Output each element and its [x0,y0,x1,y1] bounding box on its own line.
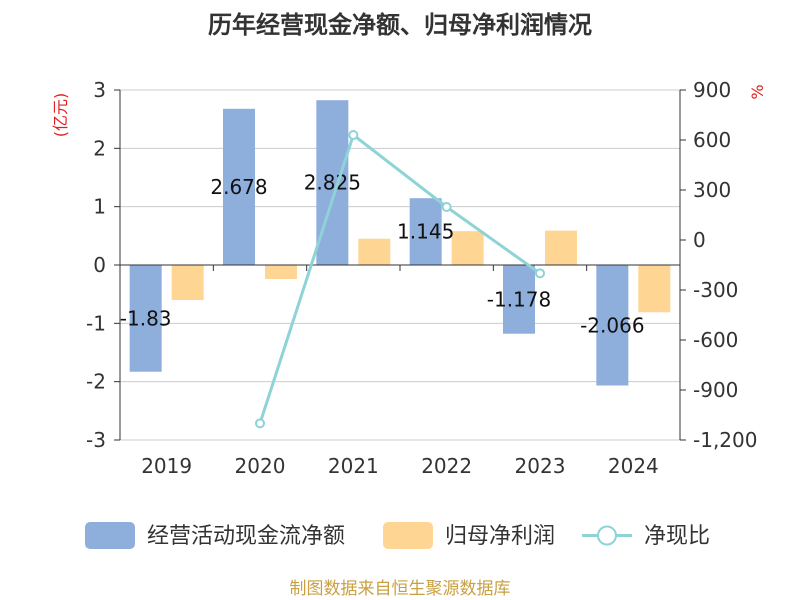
bar-net-profit-2020 [265,265,297,279]
y-axis-left-tick-label: -1 [86,311,106,335]
y-axis-right-tick-label: -600 [693,328,738,352]
axes: -3 -2 -1 0 1 2 3 -1,200 -900 -600 -300 0 300 600 900 20… [86,78,757,478]
x-axis-label-2022: 2022 [421,454,472,478]
y-axis-right-title: % [748,84,767,99]
point-cash-ratio-2021 [348,130,359,140]
legend-item-net-profit[interactable]: 归母净利润 [383,522,555,549]
data-label-operating-cash-flow-2024: -2.066 [580,313,644,337]
y-axis-right-tick-label: 600 [693,128,731,152]
data-label-operating-cash-flow-2020: 2.678 [210,175,267,199]
bars [129,100,671,386]
data-label-operating-cash-flow-2021: 2.825 [304,171,361,195]
y-axis-left-tick-label: 1 [93,195,106,219]
x-axis-label-2021: 2021 [328,454,379,478]
y-axis-left-title: (亿元) [51,93,70,138]
point-cash-ratio-2020 [255,418,265,429]
legend-label: 经营活动现金流净额 [147,524,345,549]
y-axis-right-tick-label: 0 [693,228,706,252]
legend-marker-icon [597,525,617,546]
y-axis-right-tick-label: -300 [693,278,738,302]
line-cash-ratio [258,133,541,424]
y-axis-right-tick-label: 900 [693,78,731,102]
data-label-operating-cash-flow-2019: -1.83 [120,306,172,330]
y-axis-left-tick-label: 0 [93,253,106,277]
data-labels: -1.83 2.678 2.825 1.145 -1.178 -2.066 [120,171,645,338]
legend-label: 归母净利润 [445,524,555,549]
bar-net-profit-2021 [358,238,391,265]
x-axis-label-2023: 2023 [515,454,566,478]
point-cash-ratio-2023 [535,268,545,279]
y-axis-left-tick-label: -2 [86,370,106,394]
y-axis-left-tick-label: 3 [93,78,106,102]
bar-operating-cash-flow-2022 [409,198,442,265]
line-series [255,130,545,429]
bar-net-profit-2019 [171,265,204,300]
x-axis-label-2019: 2019 [141,454,192,478]
x-axis-label-2020: 2020 [235,454,286,478]
bar-operating-cash-flow-2024 [596,265,629,386]
data-label-operating-cash-flow-2023: -1.178 [487,287,551,311]
y-axis-right-tick-label: 300 [693,178,731,202]
legend-swatch [383,522,433,549]
data-label-operating-cash-flow-2022: 1.145 [397,220,454,244]
legend-item-operating-cash-flow[interactable]: 经营活动现金流净额 [85,522,345,549]
gridlines [120,89,680,441]
bar-net-profit-2024 [638,265,671,313]
y-axis-right-tick-label: -900 [693,378,738,402]
legend-label: 净现比 [644,524,710,549]
legend: 经营活动现金流净额 归母净利润 净现比 [85,522,710,549]
bar-net-profit-2023 [545,230,577,265]
x-axis-label-2024: 2024 [608,454,659,478]
legend-swatch [85,522,135,549]
source-note: 制图数据来自恒生聚源数据库 [290,579,511,599]
chart-title: 历年经营现金净额、归母净利润情况 [208,11,592,39]
y-axis-left-tick-label: 2 [93,136,106,160]
bar-net-profit-2022 [451,231,484,265]
bar-operating-cash-flow-2020 [223,108,255,266]
bar-operating-cash-flow-2023 [503,265,535,334]
legend-item-cash-ratio[interactable]: 净现比 [582,524,710,549]
bar-operating-cash-flow-2019 [129,265,162,372]
y-axis-left-tick-label: -3 [86,428,106,452]
point-cash-ratio-2022 [441,202,452,212]
y-axis-right-tick-label: -1,200 [693,428,757,452]
